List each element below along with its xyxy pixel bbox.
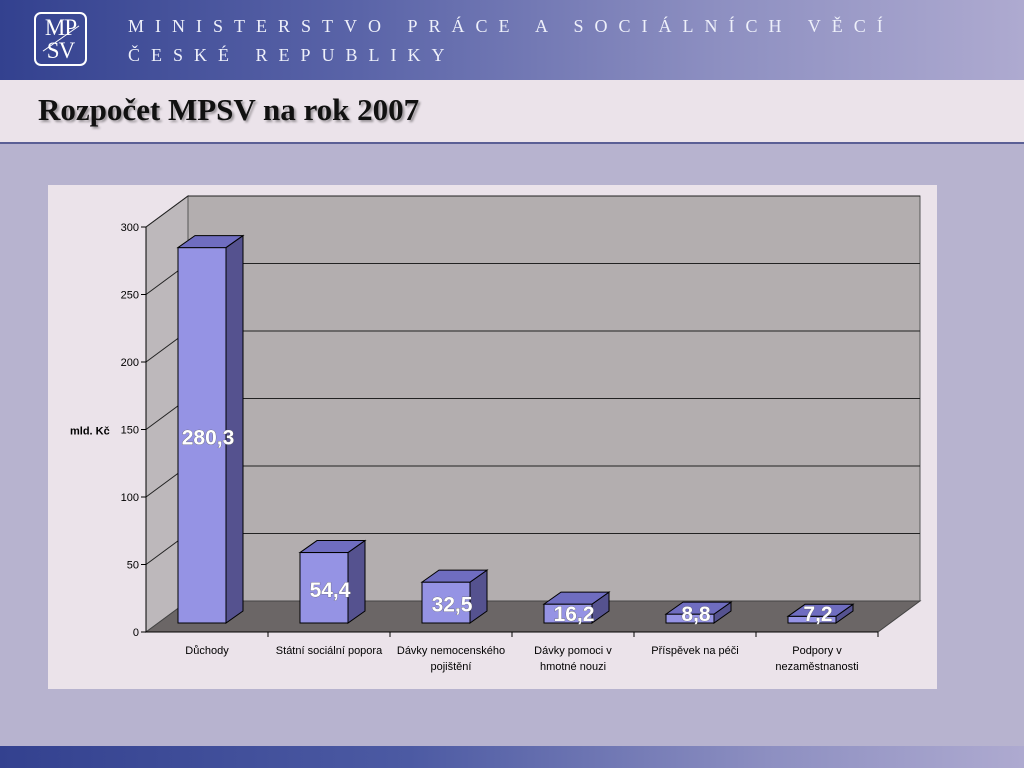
y-axis-title: mld. Kč	[70, 426, 110, 438]
bar	[420, 569, 489, 624]
bar-chart: 0 50 100 150 200 250 300 mld. Kč 280,3 Důchody 54,…	[70, 195, 922, 673]
bar-side	[347, 539, 366, 624]
x-tick-label: pojištění	[431, 661, 472, 673]
logo-text-top: MP	[44, 15, 77, 40]
bar-front	[177, 247, 227, 624]
x-tick-label: nezaměstnanosti	[775, 661, 858, 673]
x-tick-label: Dávky nemocenského	[397, 645, 505, 657]
bar-top	[420, 569, 489, 583]
data-label: 32,5	[432, 594, 473, 617]
y-tick-label: 200	[121, 357, 139, 369]
mpsv-logo: MP SV	[34, 12, 87, 66]
bar	[298, 539, 367, 624]
bar-top	[176, 235, 245, 249]
data-label: 7,2	[803, 603, 832, 626]
ministry-name-line-2: ČESKÉ REPUBLIKY	[128, 45, 456, 65]
y-tick-label: 150	[121, 425, 139, 437]
y-tick-label: 300	[121, 222, 139, 234]
bar	[664, 601, 733, 624]
page-title: Rozpočet MPSV na rok 2007	[38, 92, 420, 127]
bar	[542, 591, 611, 624]
y-tick-label: 250	[121, 290, 139, 302]
x-tick-label: Důchody	[185, 645, 229, 657]
bar-front	[421, 581, 471, 624]
chart-panel: 0 50 100 150 200 250 300 mld. Kč 280,3 Důchody 54,…	[48, 185, 937, 689]
data-label: 280,3	[182, 426, 235, 449]
x-tick-label: Podpory v	[792, 645, 842, 657]
bar-top	[298, 540, 367, 554]
x-tick-label: Státní sociální popora	[276, 645, 383, 657]
footer-bar	[0, 746, 1024, 768]
x-tick-label: hmotné nouzi	[540, 661, 606, 673]
bar	[786, 603, 855, 624]
gridline	[145, 195, 920, 228]
bar-top	[542, 591, 611, 605]
x-tick-label: Dávky pomoci v	[534, 645, 612, 657]
ministry-name-line-1: MINISTERSTVO PRÁCE A SOCIÁLNÍCH VĚCÍ	[128, 16, 894, 36]
bar-top	[664, 601, 733, 615]
logo-text-bottom: SV	[46, 38, 75, 63]
data-label: 16,2	[554, 603, 595, 626]
bar-front	[299, 552, 349, 624]
data-label: 54,4	[310, 579, 351, 602]
y-tick-label: 100	[121, 492, 139, 504]
bar	[176, 234, 245, 624]
data-label: 8,8	[681, 603, 711, 626]
title-bar: Rozpočet MPSV na rok 2007	[0, 80, 1024, 144]
x-tick-label: Příspěvek na péči	[651, 645, 738, 657]
y-tick-label: 50	[127, 560, 139, 572]
header-banner: MP SV MINISTERSTVO PRÁCE A SOCIÁLNÍCH VĚ…	[0, 0, 1024, 80]
y-tick-label: 0	[133, 627, 139, 639]
bar-top	[786, 603, 855, 617]
